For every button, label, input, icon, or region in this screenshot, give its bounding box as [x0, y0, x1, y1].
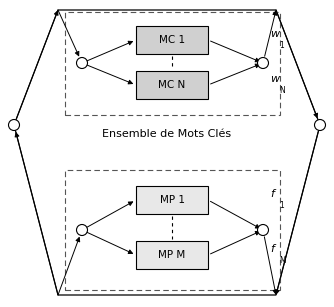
Circle shape [8, 119, 19, 130]
Text: 1: 1 [279, 201, 284, 210]
Circle shape [76, 224, 88, 235]
Text: MC N: MC N [158, 80, 186, 90]
Circle shape [76, 57, 88, 68]
Text: f: f [270, 189, 274, 199]
Text: MP M: MP M [158, 250, 186, 260]
Text: w: w [270, 74, 279, 84]
Bar [136, 26, 208, 54]
Bar [65, 170, 280, 290]
Text: Ensemble de Mots Clés: Ensemble de Mots Clés [103, 129, 231, 139]
Text: MP 1: MP 1 [160, 195, 184, 205]
Text: N: N [279, 86, 285, 95]
Bar [65, 12, 280, 115]
Text: MC 1: MC 1 [159, 35, 185, 45]
Text: 1: 1 [279, 41, 284, 50]
Bar [136, 241, 208, 269]
Text: M: M [279, 256, 286, 265]
Bar [136, 186, 208, 214]
Text: w: w [270, 29, 279, 39]
Bar [136, 71, 208, 99]
Circle shape [315, 119, 326, 130]
Circle shape [258, 57, 269, 68]
Circle shape [258, 224, 269, 235]
Text: f: f [270, 244, 274, 254]
